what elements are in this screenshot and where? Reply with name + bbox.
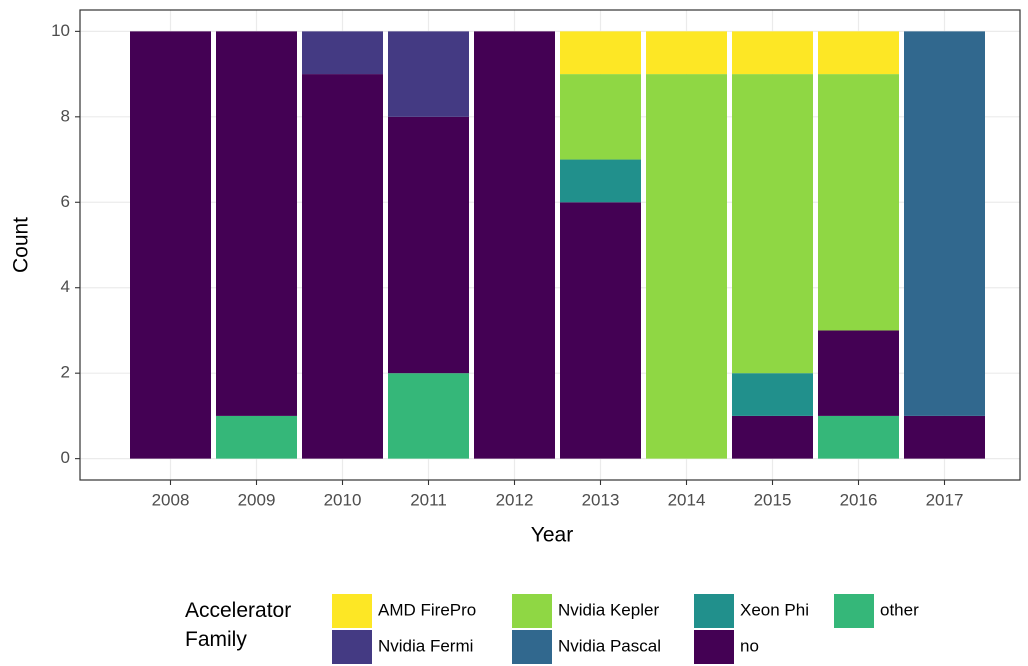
x-tick-label: 2012 bbox=[496, 490, 534, 509]
bar-segment bbox=[732, 415, 813, 459]
bar-segment bbox=[646, 31, 727, 75]
legend-label: no bbox=[740, 636, 759, 655]
bar-segment bbox=[216, 415, 297, 459]
bar-segment bbox=[130, 31, 211, 459]
legend-key bbox=[694, 594, 734, 628]
bar-segment bbox=[560, 31, 641, 75]
y-axis-title: Count bbox=[10, 217, 33, 273]
x-tick-label: 2011 bbox=[410, 490, 447, 509]
bar-segment bbox=[818, 330, 899, 416]
legend-key bbox=[694, 630, 734, 664]
legend-title: Accelerator Family bbox=[185, 599, 291, 651]
legend-key bbox=[834, 594, 874, 628]
bar-segment bbox=[818, 415, 899, 459]
x-tick-label: 2017 bbox=[926, 490, 964, 509]
bar-segment bbox=[388, 116, 469, 374]
panel-border bbox=[79, 9, 1021, 481]
bar-segment bbox=[904, 415, 985, 459]
legend-label: Nvidia Kepler bbox=[558, 600, 659, 619]
bar-segment bbox=[560, 159, 641, 203]
x-tick-label: 2016 bbox=[840, 490, 878, 509]
bar-segment bbox=[732, 74, 813, 374]
legend-label: other bbox=[880, 600, 919, 619]
bar-segment bbox=[560, 202, 641, 459]
bar-segment bbox=[216, 31, 297, 416]
y-tick-label: 4 bbox=[61, 277, 70, 296]
legend-label: Nvidia Fermi bbox=[378, 636, 473, 655]
bar-segment bbox=[302, 31, 383, 75]
y-tick-label: 8 bbox=[61, 106, 70, 125]
bar-segment bbox=[388, 373, 469, 459]
x-tick-label: 2013 bbox=[582, 490, 620, 509]
bar-segment bbox=[646, 74, 727, 459]
legend-key bbox=[332, 594, 372, 628]
y-tick-label: 0 bbox=[61, 448, 70, 467]
legend-label: AMD FirePro bbox=[378, 600, 476, 619]
bar-segment bbox=[560, 74, 641, 160]
legend-key bbox=[512, 630, 552, 664]
bar-segment bbox=[732, 31, 813, 75]
x-tick-label: 2014 bbox=[668, 490, 706, 509]
x-tick-label: 2009 bbox=[238, 490, 276, 509]
legend-key bbox=[512, 594, 552, 628]
bar-segment bbox=[818, 74, 899, 331]
bar-segment bbox=[818, 31, 899, 75]
legend-key bbox=[332, 630, 372, 664]
bar-segment bbox=[302, 74, 383, 459]
bar-segment bbox=[732, 373, 813, 416]
y-tick-label: 10 bbox=[51, 21, 70, 40]
x-tick-label: 2008 bbox=[152, 490, 190, 509]
x-tick-label: 2015 bbox=[754, 490, 792, 509]
x-tick-label: 2010 bbox=[324, 490, 362, 509]
bar-segment bbox=[388, 31, 469, 117]
y-tick-label: 2 bbox=[61, 363, 70, 382]
legend-label: Xeon Phi bbox=[740, 600, 809, 619]
bar-segment bbox=[474, 31, 555, 459]
y-tick-label: 6 bbox=[61, 192, 70, 211]
x-axis-title: Year bbox=[531, 524, 573, 547]
legend-label: Nvidia Pascal bbox=[558, 636, 661, 655]
bar-segment bbox=[904, 31, 985, 416]
